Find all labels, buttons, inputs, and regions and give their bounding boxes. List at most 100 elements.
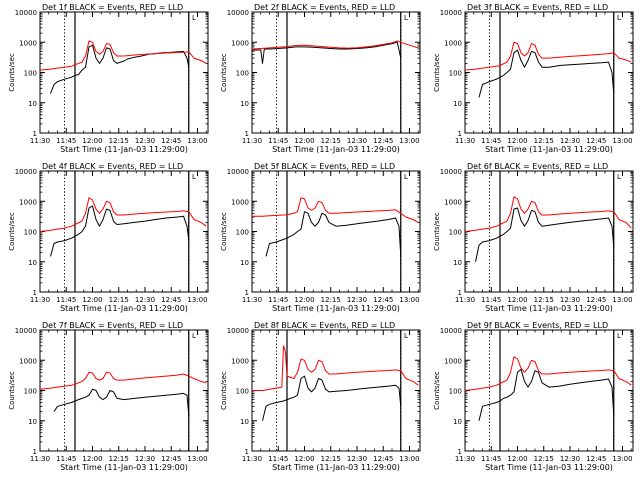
x-tick-label: 13:00 [399, 137, 419, 145]
panel-title: Det 6f BLACK = Events, RED = LLD [467, 162, 608, 171]
x-tick-label: 12:30 [135, 455, 155, 463]
x-tick-label: 12:00 [294, 137, 314, 145]
panel-det-5: Det 5f BLACK = Events, RED = LLD 1 10 100 10… [220, 162, 421, 313]
x-tick-label: 11:45 [268, 455, 288, 463]
panel-det-7: Det 7f BLACK = Events, RED = LLD 1 10 100 10… [8, 321, 209, 472]
x-tick-label: 11:45 [268, 296, 288, 304]
legend-mark: L [404, 14, 408, 22]
y-tick-label: 10 [28, 100, 37, 108]
x-tick-label: 12:45 [161, 455, 181, 463]
y-tick-label: 1000 [19, 357, 37, 365]
x-tick-label: 12:30 [560, 296, 580, 304]
plot-frame [251, 170, 421, 293]
plot-frame [39, 170, 209, 293]
series-line-events [265, 211, 402, 257]
plot-frame [464, 170, 634, 293]
series-line-events [50, 205, 190, 257]
panel-det-8: Det 8f BLACK = Events, RED = LLD 1 10 100 10… [220, 321, 421, 472]
x-tick-label: 12:30 [135, 137, 155, 145]
x-tick-label: 13:00 [612, 137, 632, 145]
y-tick-label: 10000 [227, 9, 249, 17]
y-tick-label: 100 [449, 229, 462, 237]
series-line-lld [39, 197, 207, 232]
y-tick-label: 1 [33, 130, 37, 138]
x-axis-label: Start Time (11-Jan-03 11:29:00) [272, 145, 400, 154]
y-axis-label: Counts/sec [220, 53, 228, 92]
panel-det-4: Det 4f BLACK = Events, RED = LLD 1 10 100 10… [8, 162, 209, 313]
x-tick-label: 12:30 [135, 296, 155, 304]
series-line-lld [252, 197, 419, 223]
series-line-events [475, 207, 615, 262]
y-tick-label: 1000 [231, 39, 249, 47]
x-tick-label: 12:00 [507, 455, 527, 463]
y-tick-label: 1000 [19, 39, 37, 47]
panel-title: Det 1f BLACK = Events, RED = LLD [42, 3, 183, 12]
x-tick-label: 12:15 [109, 296, 129, 304]
y-tick-label: 10 [240, 100, 249, 108]
x-tick-label: 11:45 [56, 137, 76, 145]
y-tick-label: 10 [240, 259, 249, 267]
x-tick-label: 12:15 [534, 137, 554, 145]
x-tick-label: 12:30 [347, 455, 367, 463]
y-tick-label: 10000 [227, 168, 249, 176]
y-tick-label: 10000 [15, 168, 37, 176]
x-tick-label: 12:15 [321, 296, 341, 304]
y-axis-label: Counts/sec [220, 371, 228, 410]
y-tick-label: 100 [236, 70, 249, 78]
series-line-lld [464, 196, 632, 232]
x-tick-label: 12:15 [321, 137, 341, 145]
y-tick-label: 10 [453, 100, 462, 108]
x-tick-label: 12:45 [586, 137, 606, 145]
x-tick-label: 12:00 [82, 296, 102, 304]
x-tick-label: 12:00 [294, 455, 314, 463]
y-tick-label: 10 [28, 418, 37, 426]
y-axis-label: Counts/sec [8, 212, 16, 251]
x-tick-label: 13:00 [187, 296, 207, 304]
y-tick-label: 100 [236, 388, 249, 396]
y-axis-label: Counts/sec [433, 212, 441, 251]
x-tick-label: 11:45 [56, 296, 76, 304]
x-tick-label: 12:30 [347, 137, 367, 145]
y-tick-label: 1 [458, 448, 462, 456]
x-axis-label: Start Time (11-Jan-03 11:29:00) [60, 463, 188, 472]
y-tick-label: 1000 [231, 198, 249, 206]
y-tick-label: 10 [453, 259, 462, 267]
y-axis-label: Counts/sec [220, 212, 228, 251]
panel-title: Det 8f BLACK = Events, RED = LLD [254, 321, 395, 330]
x-tick-label: 12:30 [560, 455, 580, 463]
x-tick-label: 12:45 [161, 296, 181, 304]
x-tick-label: 11:30 [30, 296, 50, 304]
x-axis-label: Start Time (11-Jan-03 11:29:00) [485, 145, 613, 154]
x-tick-label: 11:30 [30, 455, 50, 463]
panel-title: Det 4f BLACK = Events, RED = LLD [42, 162, 183, 171]
x-tick-label: 12:30 [347, 296, 367, 304]
plot-frame [464, 329, 634, 452]
series-line-events [53, 388, 190, 416]
series-line-lld [464, 41, 632, 71]
y-tick-label: 1 [458, 289, 462, 297]
series-line-events [251, 41, 402, 64]
plot-frame [39, 329, 209, 452]
x-tick-label: 12:45 [373, 137, 393, 145]
x-tick-label: 11:45 [481, 455, 501, 463]
y-tick-label: 10000 [227, 327, 249, 335]
x-tick-label: 12:00 [294, 296, 314, 304]
y-tick-label: 1000 [231, 357, 249, 365]
y-tick-label: 100 [24, 229, 37, 237]
legend-mark: L [617, 332, 621, 340]
panel-det-6: Det 6f BLACK = Events, RED = LLD 1 10 100 10… [433, 162, 634, 313]
x-axis-label: Start Time (11-Jan-03 11:29:00) [60, 304, 188, 313]
x-tick-label: 11:30 [455, 455, 475, 463]
x-tick-label: 11:30 [455, 296, 475, 304]
x-tick-label: 12:15 [109, 137, 129, 145]
y-tick-label: 10 [240, 418, 249, 426]
plot-frame [39, 11, 209, 134]
y-axis-label: Counts/sec [433, 53, 441, 92]
x-tick-label: 11:30 [242, 455, 262, 463]
y-tick-label: 1000 [444, 198, 462, 206]
panel-title: Det 5f BLACK = Events, RED = LLD [254, 162, 395, 171]
x-tick-label: 12:45 [373, 296, 393, 304]
x-tick-label: 11:30 [242, 137, 262, 145]
x-tick-label: 13:00 [399, 455, 419, 463]
